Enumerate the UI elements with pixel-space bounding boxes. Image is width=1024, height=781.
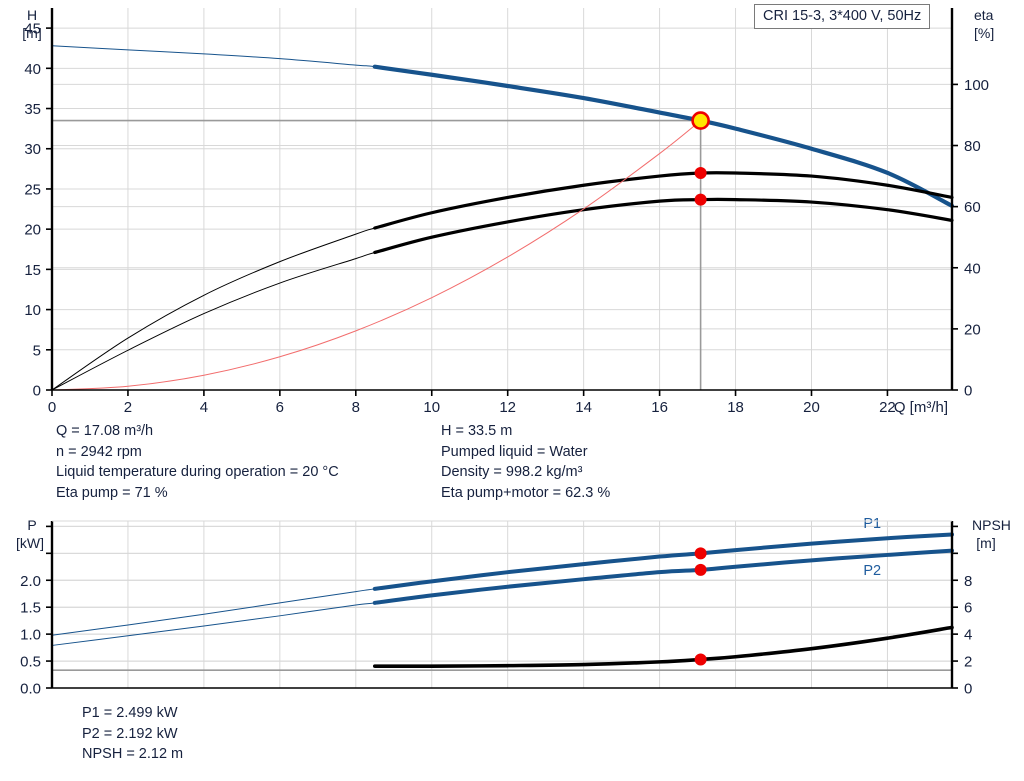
tick-label-bottom: 18	[727, 399, 744, 416]
y-axis-title-unit: [kW]	[16, 535, 44, 551]
y-axis-title-unit: [m]	[22, 25, 41, 41]
info-n: n = 2942 rpm	[56, 443, 142, 460]
tick-label-right: 8	[964, 573, 972, 590]
axes: 0.0 0.5 1.0 1.5 2.0 0 2 4 6 8 P [kW] NPSH [m]	[16, 517, 1011, 698]
tick-label-bottom: 10	[423, 399, 440, 416]
series-thick-eta-pump	[373, 171, 954, 230]
series-thin-eta-pump-motor	[51, 198, 953, 391]
axes: 0 5 10 15 20 25 30 35 40 45 0 20 40 60 80 100 0 2 4 6 8 10 12 1…	[22, 7, 994, 416]
series-group	[51, 45, 955, 391]
duty-point-marker[interactable]	[691, 111, 710, 130]
eta-pump-point-marker[interactable]	[694, 167, 707, 180]
series-tag-p2: P2	[863, 563, 881, 579]
series-thick-p1	[372, 532, 954, 591]
pump-model-title: CRI 15-3, 3*400 V, 50Hz	[754, 4, 931, 29]
series-thick-h-head-	[372, 64, 955, 208]
x-axis-title: Q [m³/h]	[894, 399, 948, 416]
tick-label-left: 1.0	[20, 627, 41, 644]
info-block-right: H = 33.5 m Pumped liquid = Water Density…	[441, 421, 610, 503]
tick-label-right: 4	[964, 627, 972, 644]
info-eta-pump-motor: Eta pump+motor = 62.3 %	[441, 484, 611, 501]
series-thick-eta-pump-motor	[373, 197, 954, 255]
guide-lines	[52, 119, 702, 390]
tick-label-left: 2.0	[20, 573, 41, 590]
tick-label-bottom: 20	[803, 399, 820, 416]
npsh-point-marker[interactable]	[694, 653, 707, 666]
tick-label-left: 10	[24, 302, 41, 319]
markers-group	[691, 111, 710, 206]
tick-label-right: 40	[964, 260, 981, 277]
tick-label-bottom: 2	[124, 399, 132, 416]
tick-label-bottom: 22	[879, 399, 896, 416]
series-thick-p2	[372, 548, 954, 605]
markers-group	[694, 547, 707, 666]
tick-label-right: 6	[964, 600, 972, 617]
p1-point-marker[interactable]	[694, 547, 707, 560]
tick-label-right: 2	[964, 654, 972, 671]
info-density: Density = 998.2 kg/m³	[441, 464, 583, 480]
info-q: Q = 17.08 m³/h	[56, 423, 154, 439]
tick-label-left: 45	[24, 21, 41, 38]
tick-label-left: 30	[24, 141, 41, 158]
tick-label-bottom: 8	[352, 399, 360, 416]
tick-label-bottom: 4	[200, 399, 208, 416]
series-thin-p1	[51, 533, 953, 636]
tick-label-right: 60	[964, 199, 981, 216]
tick-label-left: 0.5	[20, 654, 41, 671]
tick-label-right: 100	[964, 77, 989, 94]
series-tag-p1: P1	[863, 516, 881, 532]
tick-label-right: 80	[964, 138, 981, 155]
info-eta-pump: Eta pump = 71 %	[56, 484, 168, 501]
series-thin-p2	[51, 550, 953, 646]
tick-label-right: 20	[964, 321, 981, 338]
y2-axis-title-unit: [m]	[976, 535, 995, 551]
y2-axis-title-unit: [%]	[974, 25, 994, 41]
series-group	[51, 532, 954, 669]
series-tags: P1 P2	[863, 516, 881, 579]
y-axis-title-name: P	[27, 517, 36, 533]
tick-label-right: 0	[964, 383, 972, 400]
p2-point-marker[interactable]	[694, 563, 707, 576]
info-h: H = 33.5 m	[441, 423, 513, 439]
tick-label-bottom: 16	[651, 399, 668, 416]
info-pumped-liquid: Pumped liquid = Water	[441, 443, 588, 460]
tick-label-left: 1.5	[20, 600, 41, 617]
tick-label-left: 15	[24, 262, 41, 279]
series-system-curve	[51, 120, 701, 391]
tick-label-left: 20	[24, 222, 41, 239]
series-thin-eta-pump	[51, 172, 953, 391]
tick-label-left: 25	[24, 181, 41, 198]
tick-label-left: 0	[33, 383, 41, 400]
head-efficiency-chart: 0 5 10 15 20 25 30 35 40 45 0 20 40 60 80 100 0 2 4 6 8 10 12 1…	[22, 7, 994, 416]
series-thick-npsh	[372, 625, 954, 669]
tick-label-left: 5	[33, 342, 41, 359]
info-liquid-temperature: Liquid temperature during operation = 20…	[56, 464, 339, 480]
tick-label-bottom: 6	[276, 399, 284, 416]
y-axis-title-name: H	[27, 7, 37, 23]
tick-label-bottom: 0	[48, 399, 56, 416]
tick-label-bottom: 12	[499, 399, 516, 416]
info-block-bottom: P1 = 2.499 kW P2 = 2.192 kW NPSH = 2.12 …	[82, 703, 183, 765]
grid-lines	[52, 521, 952, 688]
eta-pump-motor-point-marker[interactable]	[694, 193, 707, 206]
tick-label-left: 0.0	[20, 681, 41, 698]
y2-axis-title-name: NPSH	[972, 517, 1011, 533]
tick-label-bottom: 14	[575, 399, 592, 416]
tick-label-right: 0	[964, 681, 972, 698]
info-p1: P1 = 2.499 kW	[82, 705, 178, 721]
series-thin-h-head-	[51, 45, 953, 207]
info-p2: P2 = 2.192 kW	[82, 725, 178, 742]
y2-axis-title-name: eta	[974, 7, 994, 23]
tick-label-left: 40	[24, 61, 41, 78]
power-npsh-chart: P1 P2 0.0 0.5 1.0 1.5 2.0 0 2 4 6 8 P [kW] NPSH [m]	[16, 516, 1011, 698]
info-block-left: Q = 17.08 m³/h n = 2942 rpm Liquid tempe…	[56, 421, 339, 503]
info-npsh: NPSH = 2.12 m	[82, 746, 184, 762]
tick-label-left: 35	[24, 101, 41, 118]
